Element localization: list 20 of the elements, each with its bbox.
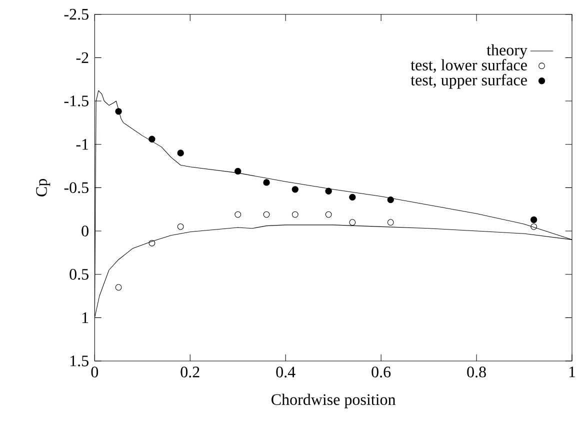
y-tick-label: -2 (76, 52, 88, 63)
y-tick-label: 0.5 (70, 268, 88, 280)
x-tick-label: 0.8 (467, 366, 486, 378)
y-axis-title: Cp (36, 178, 50, 196)
x-tick-label: 1 (569, 366, 576, 378)
x-tick-label: 0.4 (276, 366, 296, 378)
legend-label: test, lower surface (410, 59, 527, 73)
legend-label: test, upper surface (410, 74, 527, 89)
y-tick-label: 1.5 (70, 356, 88, 366)
y-tick-label: 0 (82, 226, 88, 236)
y-tick-label: -1.5 (64, 96, 88, 106)
y-tick-label: 1 (82, 312, 88, 323)
y-tick-label: -1 (76, 139, 88, 150)
x-tick-label: 0.6 (372, 366, 391, 378)
x-tick-label: 0 (91, 366, 98, 378)
y-tick-label: -0.5 (64, 182, 88, 194)
x-axis-title: Chordwise position (272, 394, 396, 408)
legend-label: theory (486, 44, 528, 59)
y-tick-label: -2.5 (64, 8, 88, 20)
x-tick-label: 0.2 (180, 366, 200, 378)
